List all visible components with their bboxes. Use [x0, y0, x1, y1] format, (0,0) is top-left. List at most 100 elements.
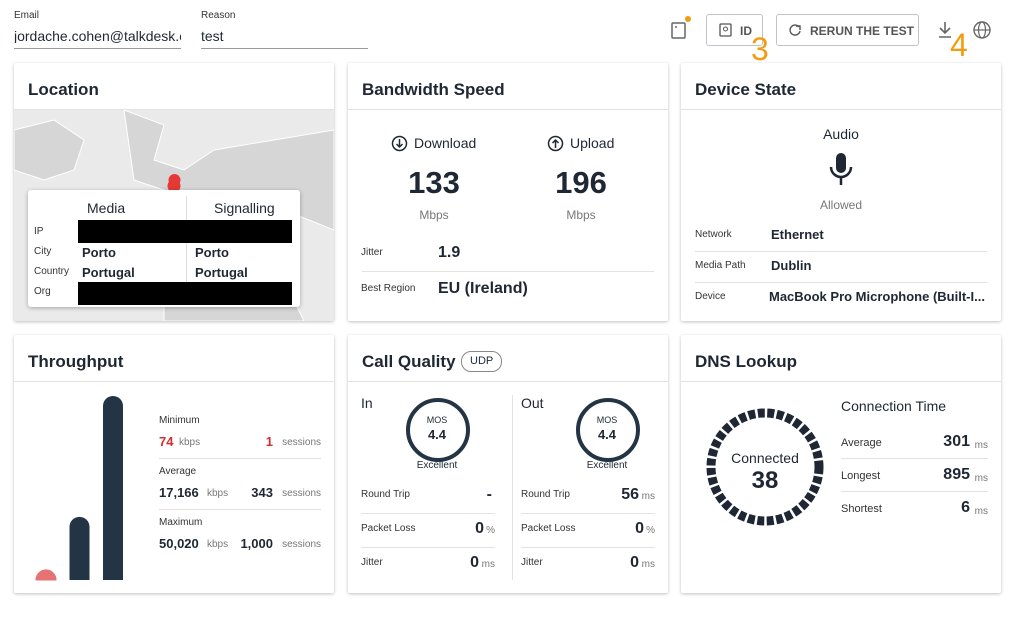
row-value: 0	[470, 554, 479, 571]
row-value: 0	[630, 554, 639, 571]
upload-icon	[547, 135, 564, 152]
id-button[interactable]: ID	[706, 14, 763, 46]
row-value: 6	[961, 499, 970, 516]
column-header: Media	[87, 200, 126, 216]
unit: ms	[974, 506, 988, 517]
annotation: 3	[751, 31, 769, 67]
row-value: 895	[943, 466, 970, 483]
divider	[159, 509, 321, 510]
row-label: Round Trip	[521, 489, 570, 500]
divider	[695, 282, 987, 283]
row-value: Porto	[82, 245, 116, 260]
mos-value: 4.4	[427, 427, 447, 442]
reason-field[interactable]: test	[201, 28, 224, 44]
redaction	[78, 282, 292, 305]
bandwidth-card: Bandwidth Speed Download 133 Mbps Upload…	[348, 63, 668, 321]
device-card: Device State Audio Allowed Network Ether…	[681, 63, 1001, 321]
download-value: 133	[408, 165, 460, 200]
divider	[681, 381, 1001, 382]
row-label: Device	[695, 291, 726, 302]
rerun-button-label: RERUN THE TEST	[810, 24, 915, 38]
audio-status: Allowed	[819, 198, 863, 212]
row-label: Media Path	[695, 260, 746, 271]
row-value: 0	[475, 520, 484, 537]
report-icon[interactable]	[668, 15, 694, 41]
divider	[681, 109, 1001, 110]
row-value: 56	[621, 486, 639, 503]
download-label: Download	[414, 135, 477, 151]
row-label: Packet Loss	[521, 523, 576, 534]
rerun-button[interactable]: RERUN THE TEST	[776, 14, 919, 46]
unit: ms	[641, 491, 655, 502]
divider	[521, 513, 655, 514]
row-value: Porto	[195, 245, 229, 260]
row-label: Jitter	[521, 557, 543, 568]
unit: %	[486, 525, 495, 536]
location-panel: Media Signalling IP City Porto Porto Cou…	[28, 190, 300, 307]
id-button-label: ID	[740, 24, 752, 38]
divider	[841, 491, 988, 492]
email-label: Email	[14, 10, 40, 21]
row-label: Longest	[841, 470, 881, 482]
unit: sessions	[282, 488, 321, 499]
row-label: Org	[34, 286, 51, 297]
row-value: 301	[943, 433, 970, 450]
section-label: Out	[521, 395, 544, 411]
mos-rating: Excellent	[586, 460, 628, 471]
mos-label: MOS	[426, 415, 448, 425]
divider	[14, 381, 334, 382]
download-icon	[391, 135, 408, 152]
unit: ms	[641, 559, 655, 570]
card-title: DNS Lookup	[695, 352, 797, 371]
divider	[841, 458, 988, 459]
mos-rating: Excellent	[416, 460, 458, 471]
stat-sessions: 1,000	[240, 536, 273, 551]
divider	[361, 547, 495, 548]
download-icon[interactable]	[936, 20, 954, 40]
bar	[103, 396, 123, 580]
unit: Mbps	[419, 208, 449, 222]
row-label: Best Region	[361, 283, 416, 294]
divider	[348, 381, 668, 382]
stat-value: 50,020	[159, 536, 199, 551]
card-title: Device State	[695, 80, 797, 99]
email-field[interactable]: jordache.cohen@talkdesk.cc	[14, 29, 181, 43]
email-underline	[14, 48, 181, 49]
row-value: -	[486, 486, 492, 503]
unit: %	[646, 525, 655, 536]
section-label: In	[361, 395, 373, 411]
row-label: IP	[34, 226, 44, 237]
row-label: Jitter	[361, 247, 383, 258]
stat-value: 17,166	[159, 485, 199, 500]
unit: sessions	[282, 437, 321, 448]
unit: Mbps	[566, 208, 596, 222]
divider	[186, 196, 187, 301]
divider	[159, 458, 321, 459]
stat-sessions: 343	[251, 485, 273, 500]
divider	[361, 513, 495, 514]
row-label: Packet Loss	[361, 523, 416, 534]
row-value: EU (Ireland)	[438, 280, 528, 297]
bar	[35, 569, 57, 581]
dns-card: DNS Lookup Connected 38 Connection Time …	[681, 335, 1001, 593]
throughput-chart	[35, 396, 123, 581]
microphone-icon	[829, 153, 853, 185]
stat-label: Average	[159, 466, 197, 477]
row-label: Shortest	[841, 503, 882, 515]
divider	[348, 109, 668, 110]
mos-label: MOS	[596, 415, 618, 425]
unit: kbps	[207, 539, 229, 550]
language-icon[interactable]	[972, 20, 992, 40]
ring-value: 38	[751, 467, 779, 494]
row-label: Country	[34, 266, 70, 277]
row-label: Network	[695, 229, 732, 240]
connection-ring	[706, 408, 824, 526]
section-title: Connection Time	[841, 398, 947, 414]
row-value: Ethernet	[771, 227, 824, 242]
unit: ms	[481, 559, 495, 570]
reason-label: Reason	[201, 10, 236, 21]
row-value: 1.9	[438, 244, 461, 261]
divider	[512, 395, 513, 580]
audio-label: Audio	[823, 126, 859, 142]
unit: ms	[974, 473, 988, 484]
